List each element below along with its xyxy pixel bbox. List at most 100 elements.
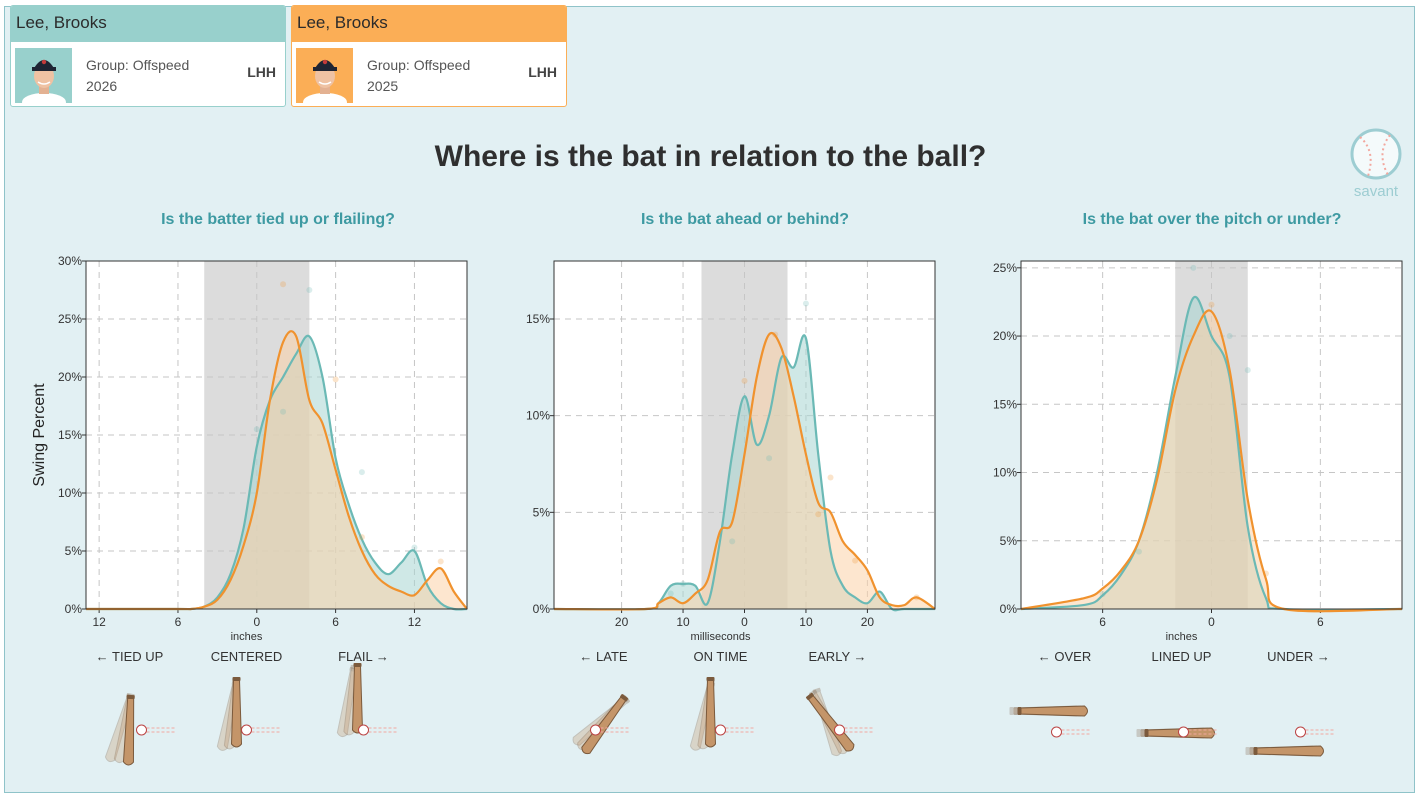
chart-2-x-tick-label: 10 <box>676 615 690 629</box>
season-year: 2026 <box>86 78 118 94</box>
chart-3-point <box>1099 590 1106 597</box>
bat-body <box>336 669 357 738</box>
chart-1-point <box>253 426 260 433</box>
chart-3-point <box>1262 570 1269 577</box>
baseball-icon <box>1051 726 1062 738</box>
chart-3-y-tick-label: 10% <box>993 466 1017 480</box>
chart-3-plot-border <box>1020 260 1403 610</box>
bat-body <box>122 697 135 766</box>
chart-1-line-2026 <box>85 334 468 611</box>
chart-3-title: Is the bat over the pitch or under? <box>1082 211 1342 228</box>
bat-knob <box>1009 707 1014 715</box>
chart-2-y-tick-label: 10% <box>526 409 550 423</box>
savant-logo-icon[interactable] <box>1346 127 1406 203</box>
chart-2-x-axis-label: milliseconds <box>691 631 751 643</box>
baseball-icon <box>358 724 369 736</box>
player-card-2026[interactable]: Lee, Brooks Group: Offspeed 2026 LHH <box>10 5 286 107</box>
bat-knob <box>232 677 241 681</box>
bat-icon <box>704 677 717 748</box>
chart-1-x-tick-label: 0 <box>253 615 260 629</box>
player-card-header: Lee, Brooks <box>292 6 566 42</box>
bat-body <box>807 694 855 752</box>
chart-2-x-tick-label: 20 <box>615 615 629 629</box>
baseball-icon <box>834 724 845 736</box>
chart-3-point <box>1135 548 1142 555</box>
bat-knob <box>1136 729 1141 737</box>
chart-3-direction-label: LINED UP <box>1152 649 1212 664</box>
chart-2-direction-label: EARLY → <box>808 649 866 664</box>
chart-2-point <box>729 538 736 545</box>
bat-body <box>351 665 364 734</box>
chart-1-area-2025 <box>86 331 467 610</box>
chart-1-x-axis-label: inches <box>231 631 263 643</box>
chart-1-direction-label: CENTERED <box>211 649 283 664</box>
bat-knob <box>1017 707 1022 715</box>
chart-3-x-tick-label: 6 <box>1317 615 1324 629</box>
bat-icon <box>1017 705 1088 717</box>
chart-1-direction-label: ← TIED UP <box>96 649 164 664</box>
chart-2-plot-border <box>553 260 936 610</box>
chart-1-x-tick-label: 12 <box>92 615 106 629</box>
bat-knob <box>805 692 814 701</box>
chart-2-x-tick-label: 10 <box>799 615 813 629</box>
chart-1-y-tick-label: 30% <box>58 254 82 268</box>
chart-2-line-2026 <box>553 334 935 612</box>
bat-knob <box>1144 729 1149 737</box>
chart-1-y-tick-label: 10% <box>58 486 82 500</box>
batter-hand: LHH <box>247 64 276 80</box>
chart-3-point <box>1226 333 1233 340</box>
bat-icon <box>122 694 135 766</box>
chart-3-line-2025 <box>1020 309 1403 613</box>
chart-3-line-2026 <box>1020 295 1403 611</box>
baseball-icon <box>590 724 601 736</box>
chart-2-point <box>852 557 859 564</box>
chart-2-point <box>741 377 748 384</box>
player-card-header: Lee, Brooks <box>11 6 285 42</box>
chart-2-x-tick-label: 0 <box>741 615 748 629</box>
chart-1-y-tick-label: 15% <box>58 428 82 442</box>
chart-2-direction-label: ← LATE <box>579 649 627 664</box>
bat-knob <box>706 677 715 681</box>
bat-knob <box>353 663 362 667</box>
chart-1-y-tick-label: 25% <box>58 312 82 326</box>
player-photo <box>296 48 353 106</box>
chart-2-point <box>815 511 822 518</box>
player-card-2025[interactable]: Lee, Brooks Group: Offspeed 2025 LHH <box>291 5 567 107</box>
bat-knob <box>1013 707 1018 715</box>
chart-1-direction-label: FLAIL → <box>338 649 389 664</box>
player-group: Group: Offspeed 2026 <box>86 55 189 97</box>
chart-2-point <box>802 300 809 307</box>
chart-1-y-tick-label: 5% <box>65 544 83 558</box>
bat-icon <box>1253 745 1324 757</box>
chart-1-point <box>358 534 365 541</box>
bat-knob <box>1253 747 1258 755</box>
chart-3-y-tick-label: 5% <box>1000 534 1018 548</box>
chart-1-title: Is the batter tied up or flailing? <box>161 211 395 228</box>
chart-2-area-2025 <box>554 333 935 610</box>
chart-3-x-axis-label: inches <box>1166 631 1198 643</box>
player-group: Group: Offspeed 2025 <box>367 55 470 97</box>
chart-1-point <box>358 469 365 476</box>
chart-3-area-2025 <box>1021 310 1402 612</box>
chart-3-y-tick-label: 15% <box>993 397 1017 411</box>
bat-knob <box>126 694 135 700</box>
bat-knob <box>812 687 821 694</box>
page-title: Where is the bat in relation to the ball… <box>434 140 987 173</box>
chart-3-y-tick-label: 20% <box>993 329 1017 343</box>
chart-2-direction-label: ON TIME <box>694 649 748 664</box>
baseball-icon <box>715 724 726 736</box>
bat-body <box>230 679 243 748</box>
chart-2-x-tick-label: 20 <box>861 615 875 629</box>
group-label: Group: Offspeed <box>86 57 190 73</box>
bat-body <box>1256 745 1324 757</box>
chart-3-point <box>1244 367 1251 374</box>
bat-body <box>704 679 717 748</box>
chart-3-y-tick-label: 25% <box>993 261 1017 275</box>
logo-text: savant <box>1353 183 1399 200</box>
chart-2-point <box>680 580 687 587</box>
bat-knob <box>1249 747 1254 755</box>
chart-2-point <box>827 474 834 481</box>
chart-1-point <box>280 408 287 415</box>
chart-1-point <box>332 376 339 383</box>
